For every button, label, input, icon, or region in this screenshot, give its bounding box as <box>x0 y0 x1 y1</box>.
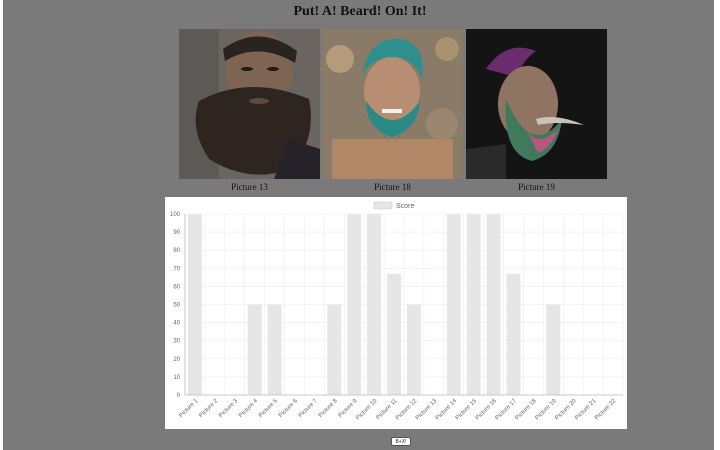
bar[interactable] <box>506 273 521 395</box>
bar[interactable] <box>486 214 501 395</box>
y-tick-label: 90 <box>173 230 180 236</box>
bar[interactable] <box>267 304 282 396</box>
y-tick-label: 50 <box>173 303 180 309</box>
bar[interactable] <box>327 304 342 396</box>
y-tick-label: 60 <box>173 284 180 290</box>
legend-label: Score <box>396 203 414 210</box>
y-tick-label: 70 <box>173 266 180 272</box>
picture-caption: Picture 13 <box>231 182 268 192</box>
y-tick-label: 40 <box>173 321 180 327</box>
y-tick-label: 30 <box>173 339 180 345</box>
bar[interactable] <box>347 214 362 395</box>
page-title: Put! A! Beard! On! It! <box>293 4 427 19</box>
refresh-button[interactable]: B+X! <box>391 437 411 446</box>
bar[interactable] <box>466 214 481 395</box>
bar[interactable] <box>406 304 421 396</box>
bar[interactable] <box>546 304 561 396</box>
bar[interactable] <box>446 214 461 395</box>
x-tick-label: Picture 3 <box>218 398 239 419</box>
x-tick-label: Picture 5 <box>258 398 279 419</box>
x-tick-label: Picture 1 <box>178 398 199 419</box>
beard-photo-2[interactable] <box>322 29 463 179</box>
picture-caption: Picture 19 <box>518 182 555 192</box>
bar[interactable] <box>387 273 402 395</box>
beard-photo-3[interactable] <box>466 29 607 179</box>
x-tick-label: Picture 4 <box>238 398 259 419</box>
x-tick-label: Picture 8 <box>318 398 339 419</box>
legend-swatch <box>373 201 393 210</box>
bar[interactable] <box>187 214 202 395</box>
picture-caption: Picture 18 <box>374 182 411 192</box>
bar[interactable] <box>367 214 382 395</box>
y-tick-label: 80 <box>173 248 180 254</box>
beard-photo-1[interactable] <box>179 29 320 179</box>
x-tick-label: Picture 2 <box>198 398 219 419</box>
x-tick-label: Picture 6 <box>278 398 299 419</box>
x-tick-label: Picture 22 <box>594 398 618 422</box>
y-tick-label: 0 <box>177 393 181 399</box>
bar[interactable] <box>247 304 262 396</box>
y-tick-label: 20 <box>173 357 180 363</box>
x-tick-label: Picture 7 <box>298 398 319 419</box>
score-chart: 0 10 20 30 40 50 60 70 80 90 100 Picture 1 Picture … <box>165 197 627 429</box>
y-tick-label: 10 <box>173 375 180 381</box>
y-tick-label: 100 <box>170 212 181 218</box>
